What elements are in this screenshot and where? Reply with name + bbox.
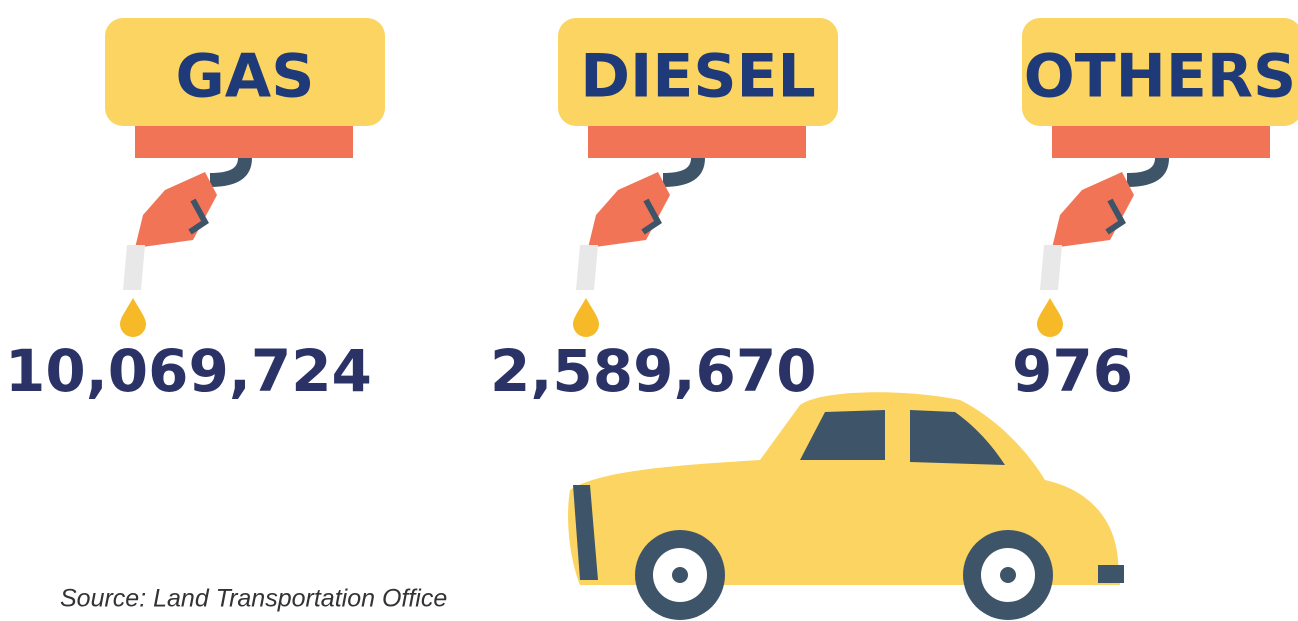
fuel-count: 2,589,670	[490, 337, 817, 405]
fuel-label: GAS	[176, 42, 315, 112]
fuel-label: OTHERS	[1024, 42, 1297, 112]
source-note: Source: Land Transportation Office	[60, 585, 447, 613]
fuel-count: 10,069,724	[5, 337, 372, 405]
fuel-label: DIESEL	[580, 42, 816, 112]
car-icon	[568, 392, 1124, 620]
fuel-count: 976	[1012, 337, 1133, 405]
